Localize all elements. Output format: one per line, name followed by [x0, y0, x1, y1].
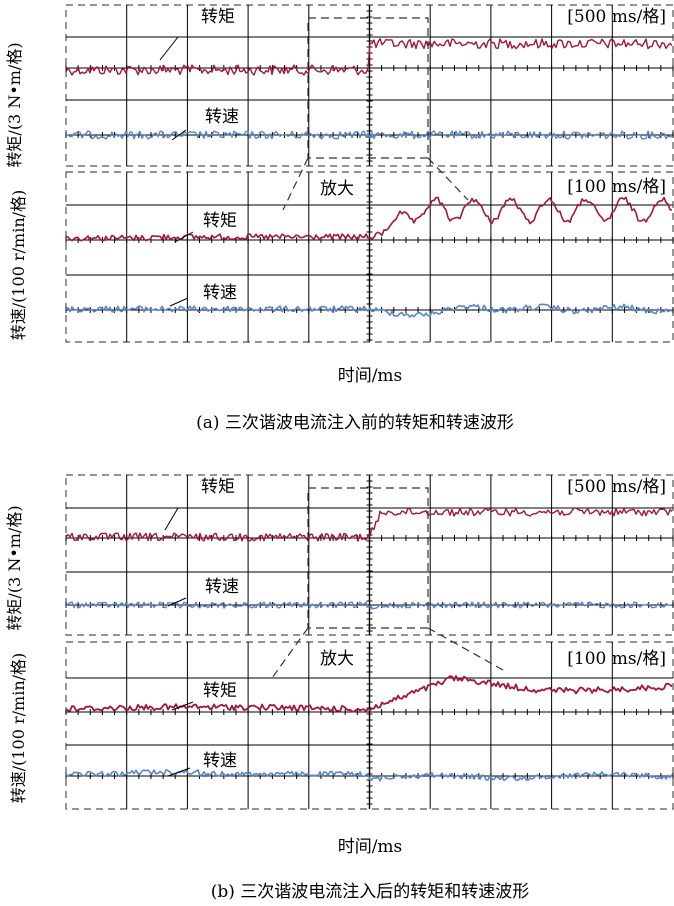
panel-b-label-zoom: 放大 [320, 649, 354, 669]
panel-b-label-torque-overview: 转矩 [201, 477, 235, 497]
panel-b-traces [65, 487, 673, 782]
torque-trace-overview [65, 507, 673, 542]
panel-b-label-speed-overview: 转速 [205, 577, 239, 597]
panel-b-overview-grid [65, 474, 674, 636]
zoom-region-box [307, 17, 429, 159]
zoom-region-box [307, 487, 429, 629]
panel-a-time-scale-zoom: [100 ms/格] [567, 177, 666, 197]
panel-a-traces [65, 17, 673, 318]
panel-a-label-speed-zoom: 转速 [203, 283, 237, 303]
panel-b-time-scale-zoom: [100 ms/格] [567, 649, 666, 669]
panel-a-zoom-grid [65, 171, 674, 343]
panel-b-zoom-grid [65, 641, 674, 810]
zoom-leader-right [427, 157, 469, 201]
panel-b-time-scale-overview: [500 ms/格] [567, 477, 666, 497]
panel-a-label-speed-overview: 转速 [205, 107, 239, 127]
torque-trace-zoom [65, 675, 673, 713]
panel-b-label-leaders [164, 507, 194, 777]
panel-b-ylabel-torque: 转矩/(3 N•m/格) [5, 505, 24, 630]
speed-trace-overview [65, 601, 673, 610]
panel-a: [500 ms/格] [100 ms/格] 转矩 转速 放大 转矩 转速 转矩/… [5, 4, 674, 433]
speed-trace-zoom [65, 303, 673, 318]
speed-trace-overview [65, 130, 673, 140]
zoom-leader-left [271, 627, 309, 679]
panel-b-caption: (b) 三次谐波电流注入后的转矩和转速波形 [211, 882, 530, 902]
panel-b-ylabel-speed: 转速/(100 r/min/格) [9, 653, 28, 804]
panel-a-label-leaders [159, 36, 194, 307]
panel-a-label-zoom: 放大 [320, 179, 354, 199]
panel-a-ylabel-torque: 转矩/(3 N•m/格) [5, 42, 24, 167]
panel-a-label-torque-overview: 转矩 [201, 7, 235, 27]
panel-a-label-torque-zoom: 转矩 [203, 211, 237, 231]
panel-a-time-scale-overview: [500 ms/格] [567, 7, 666, 27]
panel-b: [500 ms/格] [100 ms/格] 转矩 转速 放大 转矩 转速 转矩/… [5, 474, 674, 902]
panel-a-caption: (a) 三次谐波电流注入前的转矩和转速波形 [196, 413, 514, 433]
torque-trace-overview [65, 38, 673, 76]
speed-trace-zoom [65, 769, 673, 782]
zoom-leader-left [282, 157, 309, 211]
panel-a-ylabel-speed: 转速/(100 r/min/格) [9, 190, 28, 341]
torque-trace-zoom [65, 196, 673, 242]
panel-a-xlabel: 时间/ms [338, 366, 403, 386]
panel-a-overview-grid [65, 4, 674, 167]
panel-b-label-speed-zoom: 转速 [203, 751, 237, 771]
zoom-leader-right [427, 627, 504, 671]
panel-b-label-torque-zoom: 转矩 [203, 681, 237, 701]
panel-b-xlabel: 时间/ms [338, 837, 403, 857]
